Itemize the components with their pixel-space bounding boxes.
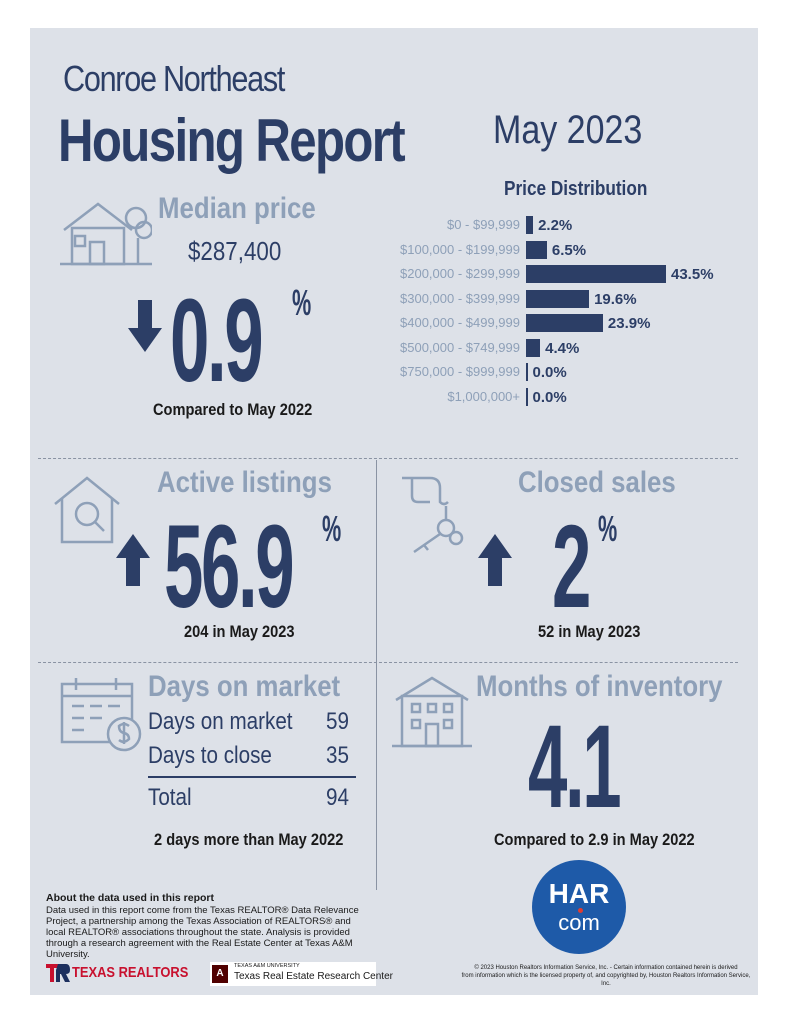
hand-keys-icon xyxy=(402,476,464,554)
arrow-up-icon xyxy=(116,534,150,586)
total-rule xyxy=(148,776,356,778)
price-range-label: $100,000 - $199,999 xyxy=(400,241,520,257)
price-distribution-value: 4.4% xyxy=(545,339,580,357)
price-range-label: $0 - $99,999 xyxy=(446,217,520,232)
price-distribution-bar xyxy=(526,265,666,283)
active-listings-change: 56.9 xyxy=(164,501,295,633)
price-range-label: $1,000,000+ xyxy=(447,388,520,404)
house-tree-icon xyxy=(60,202,152,266)
house-magnifier-icon xyxy=(54,476,120,544)
copyright-line: © 2023 Houston Realtors Information Serv… xyxy=(474,965,738,971)
months-inventory-value: 4.1 xyxy=(528,701,622,833)
arrow-up-icon xyxy=(478,534,512,586)
about-title: About the data used in this report xyxy=(46,892,215,904)
har-logo-dot xyxy=(578,908,583,913)
area-name: Conroe Northeast xyxy=(63,58,285,99)
har-logo-top: HAR xyxy=(548,878,610,909)
price-distribution-value: 0.0% xyxy=(532,388,567,406)
median-price-caption: Compared to May 2022 xyxy=(153,400,313,419)
texas-realtors-logo[interactable]: TEXAS REALTORS xyxy=(72,964,189,981)
dom-row-label: Days on market xyxy=(148,708,293,735)
median-price-heading: Median price xyxy=(158,192,316,225)
arrow-down-icon xyxy=(128,300,162,352)
price-range-label: $750,000 - $999,999 xyxy=(400,364,520,379)
price-distribution-title: Price Distribution xyxy=(504,178,648,200)
har-logo-bottom: com xyxy=(558,910,600,935)
price-distribution-bar xyxy=(526,314,603,332)
active-listings-caption: 204 in May 2023 xyxy=(184,622,295,641)
copyright: © 2023 Houston Realtors Information Serv… xyxy=(456,964,756,988)
closed-sales-heading: Closed sales xyxy=(518,466,676,499)
tamu-atm-icon: A xyxy=(212,965,228,983)
closed-sales-caption: 52 in May 2023 xyxy=(538,622,641,641)
dom-row-label: Days to close xyxy=(148,742,272,769)
report-panel: Conroe Northeast Housing Report May 2023… xyxy=(30,28,758,995)
price-distribution-value: 43.5% xyxy=(671,266,714,283)
tamu-logo[interactable]: A TEXAS A&M UNIVERSITY Texas Real Estate… xyxy=(210,962,393,986)
price-distribution-bar xyxy=(526,240,547,259)
har-logo[interactable]: HAR com xyxy=(532,860,626,954)
price-distribution-bar xyxy=(526,289,590,308)
price-distribution-bar xyxy=(526,363,528,381)
median-price-pct-sign: % xyxy=(292,282,312,323)
dom-total-value: 94 xyxy=(326,784,349,811)
tamu-center-text: Texas Real Estate Research Center xyxy=(234,971,393,982)
price-range-label: $500,000 - $749,999 xyxy=(400,339,520,355)
price-distribution-value: 2.2% xyxy=(538,217,573,234)
about-body: Data used in this report come from the T… xyxy=(46,905,359,960)
days-on-market-caption: 2 days more than May 2022 xyxy=(154,830,344,849)
price-distribution-bar xyxy=(526,387,528,406)
median-price-value: $287,400 xyxy=(188,236,282,266)
price-distribution-bar xyxy=(526,216,534,234)
price-distribution-value: 6.5% xyxy=(551,241,587,259)
tamu-small-text: TEXAS A&M UNIVERSITY xyxy=(234,963,300,969)
column-divider xyxy=(376,460,377,890)
active-listings-heading: Active listings xyxy=(157,466,332,499)
texas-realtors-mark-icon xyxy=(46,964,70,982)
report-period: May 2023 xyxy=(493,108,643,152)
months-inventory-heading: Months of inventory xyxy=(476,670,723,703)
apartment-building-icon xyxy=(392,676,472,748)
closed-sales-pct-sign: % xyxy=(598,508,618,549)
months-inventory-caption: Compared to 2.9 in May 2022 xyxy=(494,830,695,849)
price-range-label: $300,000 - $399,999 xyxy=(400,290,520,306)
closed-sales-change: 2 xyxy=(552,501,591,633)
price-range-label: $400,000 - $499,999 xyxy=(400,315,520,330)
active-listings-pct-sign: % xyxy=(322,508,342,549)
section-divider xyxy=(38,662,738,663)
price-distribution-value: 19.6% xyxy=(594,290,637,308)
price-distribution-value: 23.9% xyxy=(607,315,651,332)
report-title: Housing Report xyxy=(58,107,406,174)
price-distribution-chart: $0 - $99,999 2.2% $100,000 - $199,999 6.5% $… xyxy=(360,216,750,416)
price-distribution-value: 0.0% xyxy=(532,364,567,381)
days-on-market-heading: Days on market xyxy=(148,670,341,703)
median-price-change: 0.9 xyxy=(170,275,264,407)
section-divider xyxy=(38,458,738,459)
price-distribution-bar xyxy=(526,338,541,357)
dom-row-value: 59 xyxy=(326,708,349,735)
calendar-dollar-icon xyxy=(60,678,142,752)
price-range-label: $200,000 - $299,999 xyxy=(400,266,520,281)
dom-total-label: Total xyxy=(148,784,192,811)
dom-row-value: 35 xyxy=(326,742,349,769)
copyright-line: from information which is the licensed p… xyxy=(461,973,751,987)
